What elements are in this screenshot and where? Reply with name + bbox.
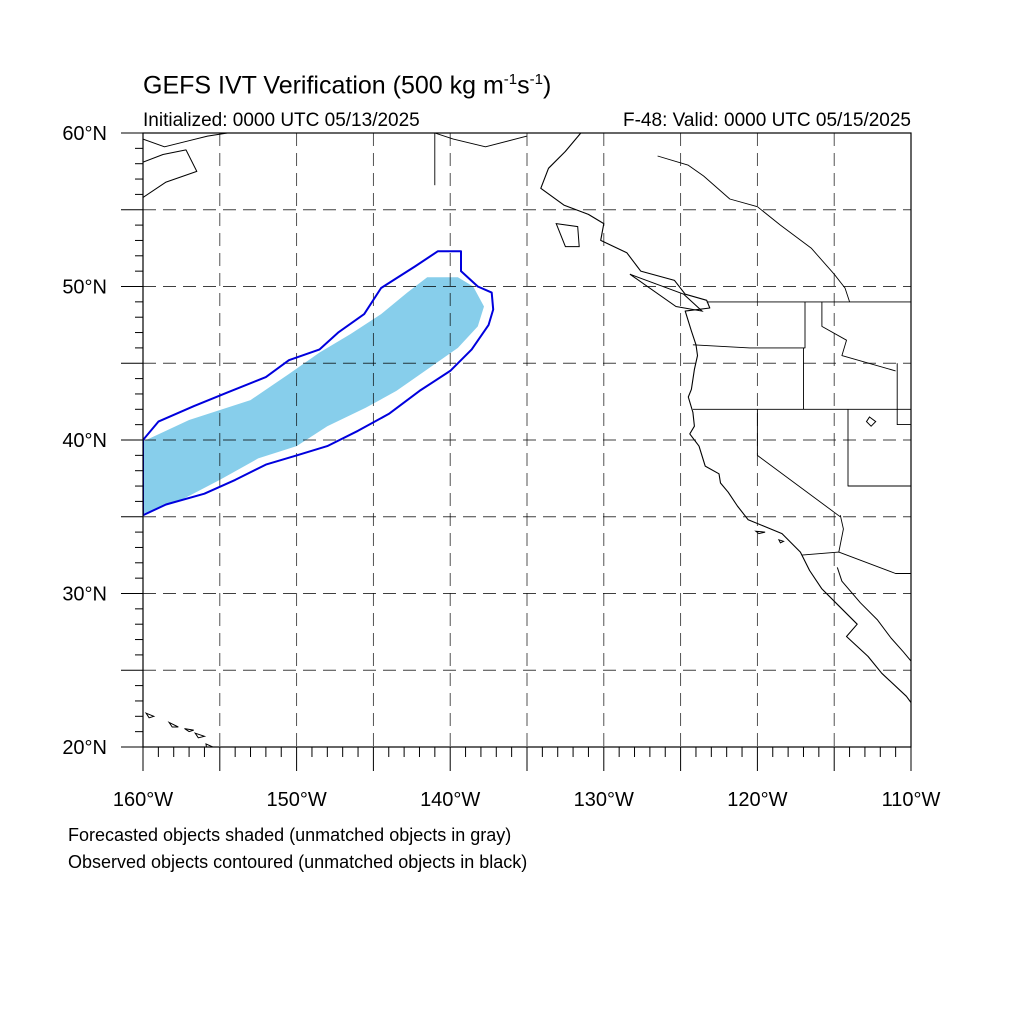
island — [754, 530, 766, 535]
title-exp1: -1 — [503, 71, 518, 88]
political-border — [756, 409, 841, 518]
political-border — [821, 301, 896, 372]
observed-note: Observed objects contoured (unmatched ob… — [68, 852, 528, 872]
lon-label: 150°W — [266, 789, 326, 811]
alaska-coast — [143, 133, 228, 148]
island — [184, 728, 194, 733]
lon-label: 120°W — [727, 789, 787, 811]
chart-title: GEFS IVT Verification (500 kg m-1s-1) — [143, 71, 551, 100]
island — [629, 273, 704, 312]
lat-label: 50°N — [62, 277, 107, 299]
political-border — [847, 409, 911, 487]
lon-label: 130°W — [574, 789, 634, 811]
gulf-of-california-coast — [836, 567, 911, 662]
political-border — [838, 515, 844, 553]
axis-labels: 60°N 50°N 40°N 30°N 20°N 160°W 150°W 140°W 130°W… — [62, 123, 940, 811]
political-border — [801, 551, 911, 574]
lake — [865, 416, 877, 427]
lon-label: 140°W — [420, 789, 480, 811]
island — [193, 732, 207, 739]
lat-label: 60°N — [62, 123, 107, 145]
lat-label: 20°N — [62, 737, 107, 759]
island — [144, 712, 156, 719]
political-border — [692, 301, 806, 349]
island — [167, 721, 179, 728]
forecast-object-layer — [143, 277, 484, 514]
lat-label: 40°N — [62, 430, 107, 452]
title-main: GEFS IVT Verification (500 kg m — [143, 71, 504, 100]
rocky-mountain-border — [657, 155, 851, 303]
island — [555, 222, 580, 248]
political-border — [434, 133, 528, 148]
island — [777, 538, 785, 544]
initialized-time: Initialized: 0000 UTC 05/13/2025 — [143, 110, 420, 131]
forecast-object — [143, 277, 484, 514]
lat-label: 30°N — [62, 584, 107, 606]
lon-label: 160°W — [113, 789, 173, 811]
title-exp2: -1 — [529, 71, 543, 88]
political-border — [896, 363, 911, 426]
map-frame — [121, 132, 912, 771]
west-coastline — [540, 133, 911, 703]
geography-layer — [143, 133, 911, 747]
gridlines — [143, 133, 911, 747]
title-mid: s — [517, 71, 530, 100]
observed-object-contour — [143, 250, 495, 517]
lon-label: 110°W — [882, 789, 941, 811]
alaska-peninsula-coast — [143, 149, 198, 198]
observed-object-layer — [143, 250, 495, 517]
title-close: ) — [542, 71, 552, 100]
island — [205, 743, 215, 747]
forecast-note: Forecasted objects shaded (unmatched obj… — [68, 825, 512, 845]
valid-time: F-48: Valid: 0000 UTC 05/15/2025 — [623, 110, 911, 131]
